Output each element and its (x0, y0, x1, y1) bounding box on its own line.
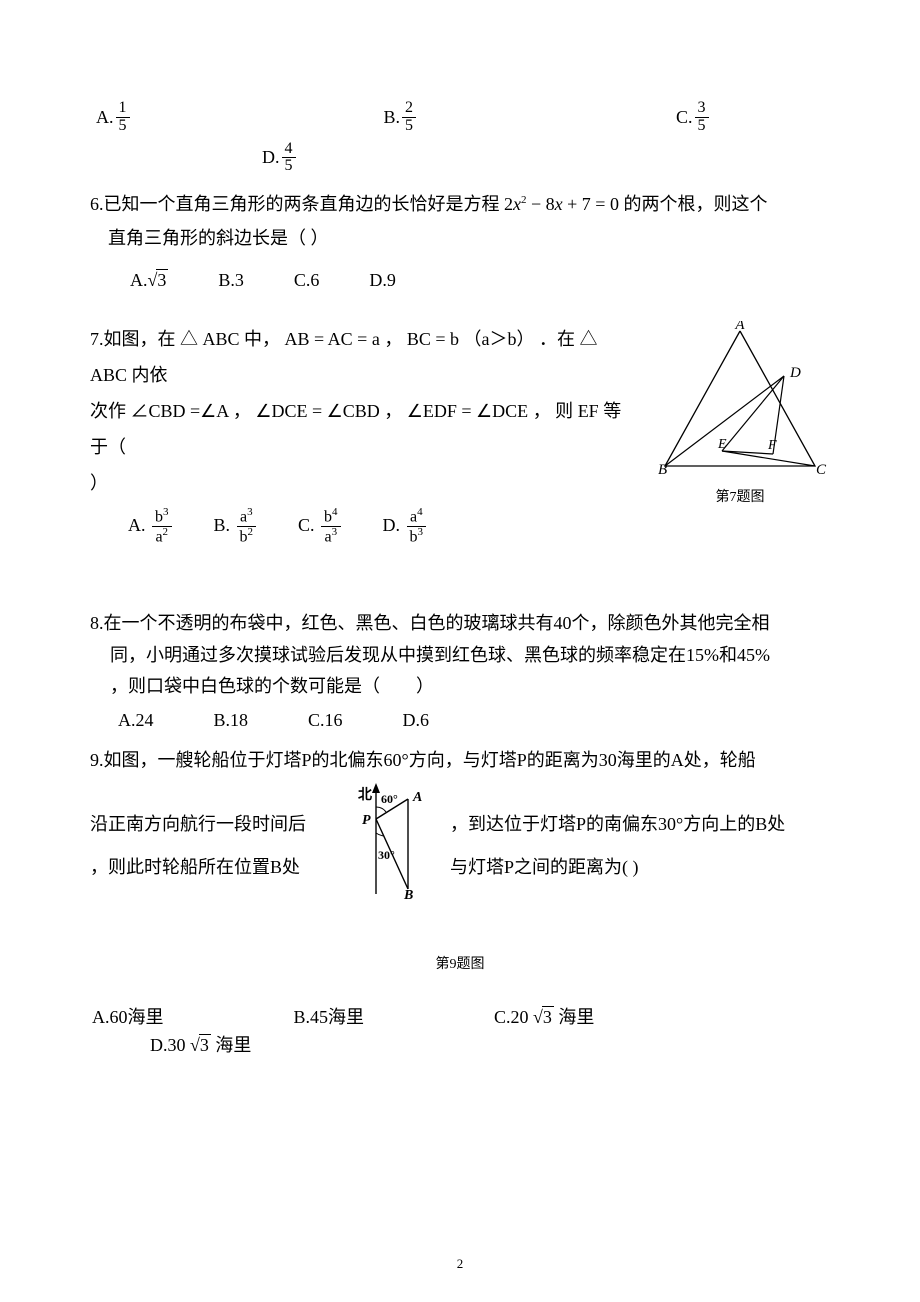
q8-optC: C.16 (308, 703, 343, 737)
page-number: 2 (0, 1256, 920, 1272)
q5-options-row1: A. 1 5 B. 2 5 C. 3 5 (90, 100, 830, 135)
q8-optA: A.24 (118, 703, 154, 737)
q6-optB: B.3 (218, 270, 244, 291)
svg-text:E: E (717, 437, 727, 452)
q6-eq-m1: − 8 (527, 194, 555, 214)
q6-optA: A.3 (130, 270, 168, 291)
svg-text:A: A (412, 790, 422, 805)
sqrt-icon: 3 (148, 270, 169, 291)
q9-figure-caption: 第9题图 (90, 953, 830, 973)
svg-text:F: F (767, 438, 777, 453)
q7: 7.如图，在 △ ABC 中， AB = AC = a ， BC = b （a＞… (90, 321, 830, 547)
q7-optB: B. a3 b2 (214, 507, 259, 547)
svg-text:B: B (658, 462, 667, 478)
q6-eq-x2: x (555, 194, 563, 214)
q9-options: A.60海里 B.45海里 C.20 3 海里 (90, 1003, 830, 1029)
q6-eq-x1: x (513, 194, 521, 214)
q9-text-left: 沿正南方向航行一段时间后 ，则此时轮船所在位置B处 (90, 806, 326, 888)
q9-optC: C.20 3 海里 (494, 1003, 594, 1029)
sqrt-icon: 3 (533, 1007, 554, 1028)
triangle-diagram: A B C D E F (650, 321, 830, 481)
q5-optB: B. 2 5 (384, 100, 419, 135)
q9-optB: B.45海里 (294, 1003, 365, 1029)
q9-figure: 北 60° 30° A B P (338, 779, 438, 913)
q6-text3: 直角三角形的斜边长是（ ） (90, 221, 329, 255)
q5-optA: A. 1 5 (96, 100, 132, 135)
q8-optD: D.6 (403, 703, 430, 737)
svg-text:北: 北 (358, 787, 372, 803)
q7-optC: C. b4 a3 (298, 507, 343, 547)
q5-options-row2: D. 4 5 (90, 141, 830, 176)
q5-optA-prefix: A. (96, 107, 114, 128)
q9-row: 沿正南方向航行一段时间后 ，则此时轮船所在位置B处 北 60° 30° A B (90, 779, 830, 913)
q5-optA-frac: 1 5 (116, 100, 130, 135)
q6-text2: 的两个根，则这个 (623, 194, 767, 214)
q8-options: A.24 B.18 C.16 D.6 (90, 703, 830, 737)
q6-text1: 6.已知一个直角三角形的两条直角边的长恰好是方程 (90, 194, 500, 214)
q9-optD: D.30 3 海里 (90, 1031, 830, 1057)
q5-optD-prefix: D. (262, 147, 280, 168)
q9: 9.如图，一艘轮船位于灯塔P的北偏东60°方向，与灯塔P的距离为30海里的A处，… (90, 742, 830, 914)
q5-optC-frac: 3 5 (695, 100, 709, 135)
q5-optD-frac: 4 5 (282, 141, 296, 176)
svg-text:60°: 60° (381, 792, 398, 806)
q7-figure-caption: 第7题图 (650, 486, 830, 506)
q5-optD: D. 4 5 (262, 141, 298, 176)
q5-optC: C. 3 5 (676, 100, 711, 135)
q8-optB: B.18 (214, 703, 249, 737)
svg-text:D: D (789, 365, 801, 381)
svg-text:30°: 30° (378, 848, 395, 862)
svg-text:A: A (734, 321, 745, 333)
page: A. 1 5 B. 2 5 C. 3 5 D. 4 5 (0, 0, 920, 1302)
q5-optB-frac: 2 5 (402, 100, 416, 135)
q6-optD: D.9 (369, 270, 396, 291)
q8: 8.在一个不透明的布袋中，红色、黑色、白色的玻璃球共有40个，除颜色外其他完全相… (90, 606, 830, 738)
q9-text-right: ，到达位于灯塔P的南偏东30°方向上的B处 与灯塔P之间的距离为( ) (450, 806, 830, 888)
q7-options: A. b3 a2 B. a3 b2 C. b4 (90, 507, 630, 547)
q6: 6.已知一个直角三角形的两条直角边的长恰好是方程 2x2 − 8x + 7 = … (90, 187, 830, 255)
q5-optB-prefix: B. (384, 107, 401, 128)
q6-options: A.3 B.3 C.6 D.9 (90, 270, 830, 291)
q5-optC-prefix: C. (676, 107, 693, 128)
sqrt-icon: 3 (190, 1035, 211, 1056)
svg-text:C: C (816, 462, 827, 478)
q6-optC: C.6 (294, 270, 320, 291)
q6-eq-m2: + 7 = 0 (563, 194, 619, 214)
q7-text: 7.如图，在 △ ABC 中， AB = AC = a ， BC = b （a＞… (90, 321, 630, 547)
q9-optA: A.60海里 (92, 1003, 164, 1029)
q7-figure: A B C D E F 第7题图 (650, 321, 830, 506)
q7-optD: D. a4 b3 (383, 507, 429, 547)
compass-diagram: 北 60° 30° A B P (338, 779, 438, 899)
q7-optA: A. b3 a2 (128, 507, 174, 547)
svg-text:P: P (362, 813, 371, 828)
q6-eq-2: 2 (504, 194, 513, 214)
svg-text:B: B (403, 888, 413, 899)
